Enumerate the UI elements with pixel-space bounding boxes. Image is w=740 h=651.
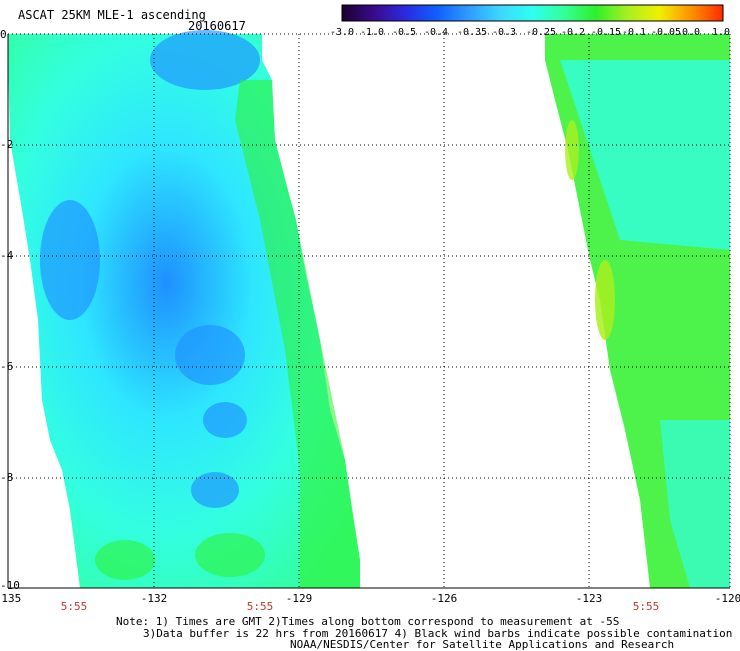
low-value-patch <box>175 325 245 385</box>
high-value-patch <box>565 120 579 180</box>
lat-tick-label: -10 <box>0 579 20 592</box>
colorbar-label: 1.0 <box>711 27 731 38</box>
colorbar-label: -0.1 <box>621 27 647 38</box>
colorbar-label: -1.0 <box>359 27 385 38</box>
colorbar-label: -0.25 <box>525 27 557 38</box>
time-label: 5:55 <box>60 600 88 613</box>
low-value-patch <box>150 30 260 90</box>
colorbar-label: -0.3 <box>491 27 517 38</box>
footnote-line-1: Note: 1) Times are GMT 2)Times along bot… <box>116 615 620 628</box>
colorbar-label: -0.5 <box>391 27 417 38</box>
lon-tick-label: -129 <box>285 592 313 605</box>
lon-tick-label: -126 <box>430 592 458 605</box>
lat-tick-label: -6 <box>0 360 14 373</box>
lat-tick-label: -2 <box>0 138 14 151</box>
low-value-patch <box>191 472 239 508</box>
colorbar-label: -3.0 <box>329 27 355 38</box>
low-value-patch <box>203 402 247 438</box>
high-value-patch <box>195 533 265 577</box>
time-label: 5:55 <box>246 600 274 613</box>
lat-tick-label: -4 <box>0 249 14 262</box>
low-value-patch <box>40 200 100 320</box>
map-date: 20160617 <box>188 19 246 33</box>
lon-tick-label: -135 <box>0 592 22 605</box>
high-value-patch <box>595 260 615 340</box>
colorbar-label: 0.0 <box>681 27 701 38</box>
colorbar-label: -0.15 <box>590 27 622 38</box>
time-label: 5:55 <box>632 600 660 613</box>
high-value-patch <box>95 540 155 580</box>
footnote-line-2: 3)Data buffer is 22 hrs from 20160617 4)… <box>143 627 733 640</box>
lat-tick-label: -8 <box>0 471 14 484</box>
swath-west-edge <box>235 80 360 588</box>
lon-tick-label: -120 <box>714 592 740 605</box>
lat-tick-label: 0 <box>0 28 7 41</box>
swath-east-cyan <box>660 420 730 588</box>
lon-tick-label: -132 <box>140 592 168 605</box>
footnote-credit: NOAA/NESDIS/Center for Satellite Applica… <box>290 638 675 651</box>
colorbar-label: -0.35 <box>456 27 488 38</box>
colorbar-label: -0.4 <box>423 27 449 38</box>
swath-east-cyan <box>560 60 730 250</box>
lon-tick-label: -123 <box>575 592 603 605</box>
colorbar <box>341 4 724 22</box>
map-title: ASCAT 25KM MLE-1 ascending <box>18 8 206 22</box>
colorbar-label: -0.05 <box>650 27 682 38</box>
colorbar-label: -0.2 <box>560 27 586 38</box>
